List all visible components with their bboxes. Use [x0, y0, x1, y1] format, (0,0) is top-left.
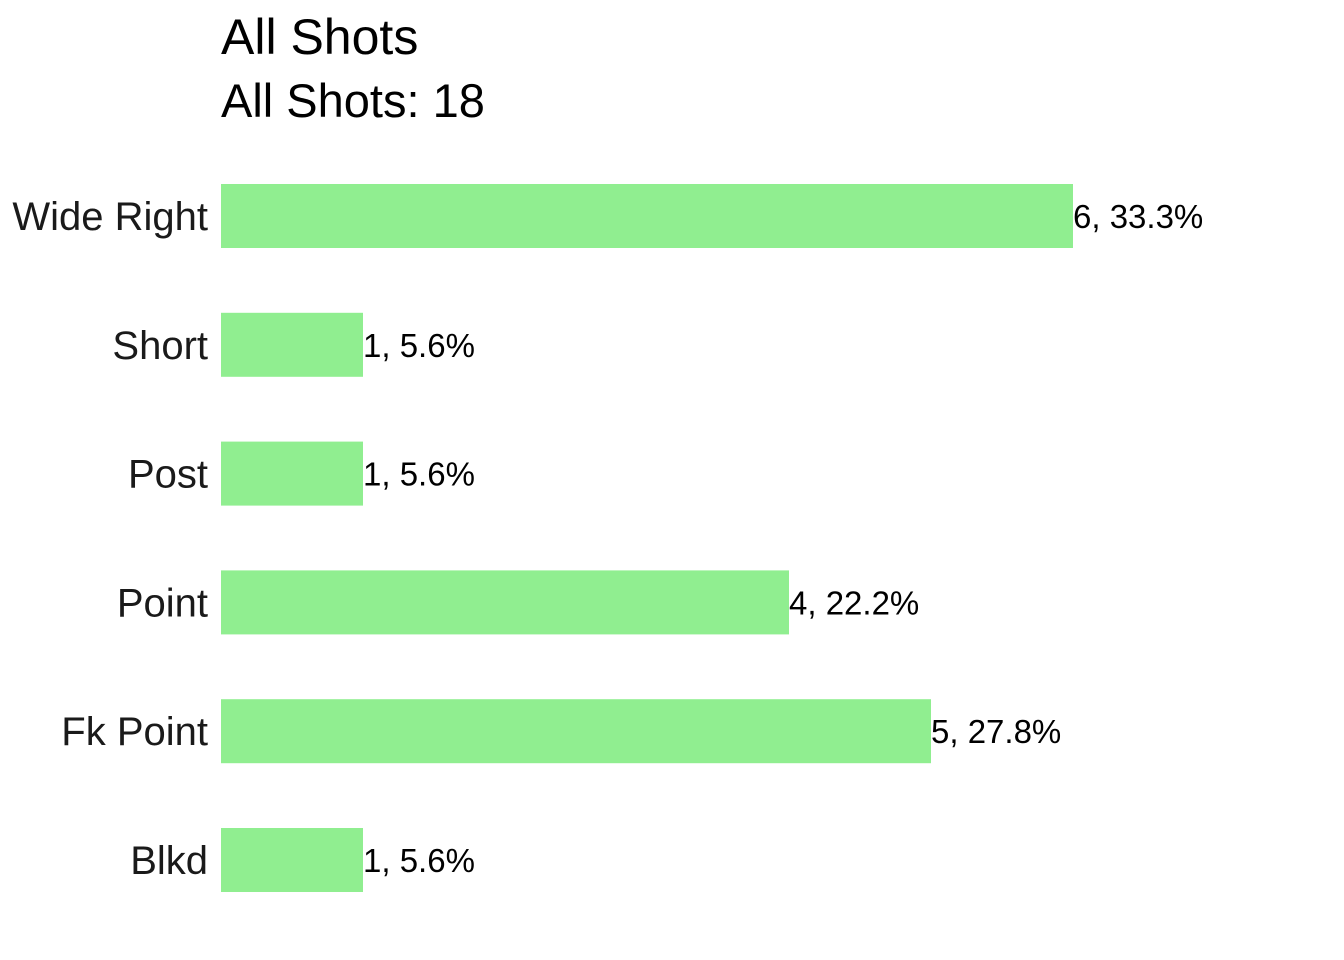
plot-area: Wide Right 6, 33.3% Short 1, 5.6% Post 1, 5.6…	[12, 184, 1203, 892]
bar-point	[221, 570, 789, 635]
data-label: 4, 22.2%	[789, 584, 919, 621]
bar-wide-right	[221, 184, 1073, 248]
bar-post	[221, 441, 363, 506]
data-label: 6, 33.3%	[1073, 198, 1203, 235]
data-label: 5, 27.8%	[931, 713, 1061, 750]
bar-blkd	[221, 828, 363, 892]
chart-subtitle: All Shots: 18	[221, 74, 485, 127]
bar-short	[221, 312, 363, 377]
data-label: 1, 5.6%	[363, 327, 475, 364]
bar-fk-point	[221, 699, 931, 764]
category-label: Short	[112, 324, 208, 368]
data-label: 1, 5.6%	[363, 842, 475, 879]
category-label: Blkd	[130, 839, 208, 883]
category-label: Point	[117, 581, 208, 625]
category-label: Wide Right	[12, 195, 208, 239]
category-label: Fk Point	[61, 710, 208, 754]
chart-title: All Shots	[221, 9, 418, 65]
category-label: Post	[128, 453, 208, 497]
data-label: 1, 5.6%	[363, 456, 475, 493]
